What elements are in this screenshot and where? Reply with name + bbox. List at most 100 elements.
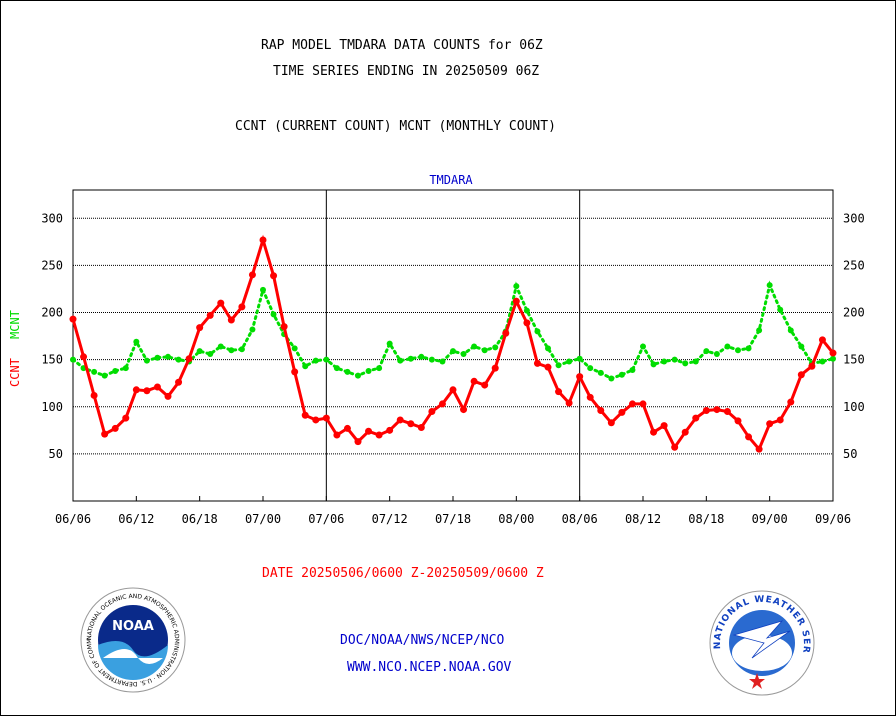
day-dividers xyxy=(325,190,581,501)
mcnt-point xyxy=(143,357,150,364)
mcnt-point xyxy=(608,375,615,382)
y-tick-label: 250 xyxy=(843,258,865,272)
chart-title-line1: RAP MODEL TMDARA DATA COUNTS for 06Z xyxy=(261,38,543,53)
mcnt-point xyxy=(682,360,689,367)
ccnt-point xyxy=(428,407,436,415)
y-tick-label: 250 xyxy=(41,258,63,272)
ccnt-point xyxy=(681,428,689,436)
y-tick-label: 150 xyxy=(41,353,63,367)
mcnt-point xyxy=(91,368,98,375)
ccnt-point xyxy=(132,386,140,394)
ccnt-point xyxy=(227,316,235,324)
mcnt-point xyxy=(270,311,277,318)
y-tick-label: 50 xyxy=(49,447,63,461)
x-tick-label: 06/12 xyxy=(118,512,154,526)
mcnt-point xyxy=(397,357,404,364)
x-tick-label: 08/06 xyxy=(562,512,598,526)
website[interactable]: WWW.NCO.NCEP.NOAA.GOV xyxy=(347,660,512,675)
ccnt-point xyxy=(502,329,510,337)
mcnt-point xyxy=(365,367,372,374)
x-tick-label: 07/18 xyxy=(435,512,471,526)
mcnt-point xyxy=(597,369,604,376)
mcnt-point xyxy=(376,365,383,372)
ccnt-point xyxy=(386,426,394,434)
y-tick-label: 100 xyxy=(41,400,63,414)
noaa-text: NOAA xyxy=(112,619,154,634)
mcnt-point xyxy=(566,358,573,365)
mcnt-point xyxy=(819,358,826,365)
mcnt-point xyxy=(407,355,414,362)
mcnt-point xyxy=(523,307,530,314)
org-path: DOC/NOAA/NWS/NCEP/NCO xyxy=(340,633,505,648)
mcnt-point xyxy=(650,361,657,368)
nws-logo: NATIONAL WEATHER SERVICE xyxy=(709,590,815,696)
mcnt-point xyxy=(439,358,446,365)
x-tick-label: 08/18 xyxy=(688,512,724,526)
ccnt-point xyxy=(702,407,710,415)
y-axis-left: 50 100 150 200 250 300 xyxy=(41,211,63,461)
ccnt-point xyxy=(196,324,204,332)
chart-title-line2: TIME SERIES ENDING IN 20250509 06Z xyxy=(273,64,540,79)
mcnt-point xyxy=(207,350,214,357)
ccnt-point xyxy=(808,362,816,370)
ccnt-point xyxy=(322,414,330,422)
ccnt-point xyxy=(533,359,541,367)
ccnt-point xyxy=(512,297,520,305)
ccnt-point xyxy=(69,315,77,323)
ccnt-point xyxy=(407,420,415,428)
ccnt-point xyxy=(481,381,489,389)
mcnt-point xyxy=(249,326,256,333)
mcnt-point xyxy=(70,356,76,363)
mcnt-point xyxy=(692,358,699,365)
chart-subtitle: CCNT (CURRENT COUNT) MCNT (MONTHLY COUNT… xyxy=(235,119,556,134)
x-tick-label: 06/06 xyxy=(55,512,91,526)
series-ccnt xyxy=(69,234,837,453)
ccnt-point xyxy=(396,416,404,424)
mcnt-point xyxy=(745,345,752,352)
x-tick-label: 09/06 xyxy=(815,512,851,526)
ccnt-point xyxy=(238,303,246,311)
mcnt-point xyxy=(703,348,710,355)
mcnt-point xyxy=(428,356,435,363)
ccnt-point xyxy=(280,323,288,331)
mcnt-point xyxy=(175,356,182,363)
mcnt-point xyxy=(154,354,161,361)
mcnt-point xyxy=(724,343,731,350)
y-label-mcnt: MCNT xyxy=(8,310,22,339)
ccnt-point xyxy=(449,386,457,394)
mcnt-point xyxy=(545,345,551,352)
grid-lines xyxy=(73,217,833,455)
ccnt-point xyxy=(185,355,193,363)
mcnt-point xyxy=(798,343,805,350)
ccnt-point xyxy=(153,383,161,391)
mcnt-point xyxy=(629,367,636,374)
ccnt-point xyxy=(734,417,742,425)
ccnt-point xyxy=(80,353,88,361)
ccnt-point xyxy=(745,433,753,441)
ccnt-point xyxy=(586,393,594,401)
y-tick-label: 200 xyxy=(843,306,865,320)
ccnt-point xyxy=(766,420,774,428)
ccnt-point xyxy=(671,443,679,451)
mcnt-point xyxy=(513,283,520,290)
ccnt-point xyxy=(491,364,499,372)
ccnt-point xyxy=(417,423,425,431)
ccnt-point xyxy=(375,431,383,439)
ccnt-point xyxy=(597,407,605,415)
ccnt-point xyxy=(270,272,278,280)
ccnt-point xyxy=(607,419,615,427)
ccnt-point xyxy=(470,377,478,385)
mcnt-point xyxy=(555,362,562,369)
ccnt-point xyxy=(122,414,130,422)
mcnt-point xyxy=(386,340,393,347)
mcnt-point xyxy=(777,306,784,313)
ccnt-point xyxy=(206,311,214,319)
mcnt-point xyxy=(587,365,594,372)
ccnt-point xyxy=(365,427,373,435)
mcnt-point xyxy=(471,343,478,350)
mcnt-point xyxy=(133,338,140,345)
mcnt-point xyxy=(481,347,488,354)
ccnt-point xyxy=(259,236,267,244)
mcnt-point xyxy=(492,344,499,351)
